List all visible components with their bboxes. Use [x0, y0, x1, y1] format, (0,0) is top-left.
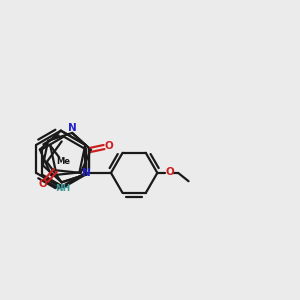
- Text: Me: Me: [56, 158, 70, 166]
- Text: O: O: [39, 179, 48, 189]
- Text: N: N: [68, 123, 76, 133]
- Text: NH: NH: [56, 184, 71, 194]
- Text: O: O: [166, 167, 174, 177]
- Text: O: O: [105, 141, 113, 151]
- Text: N: N: [82, 168, 90, 178]
